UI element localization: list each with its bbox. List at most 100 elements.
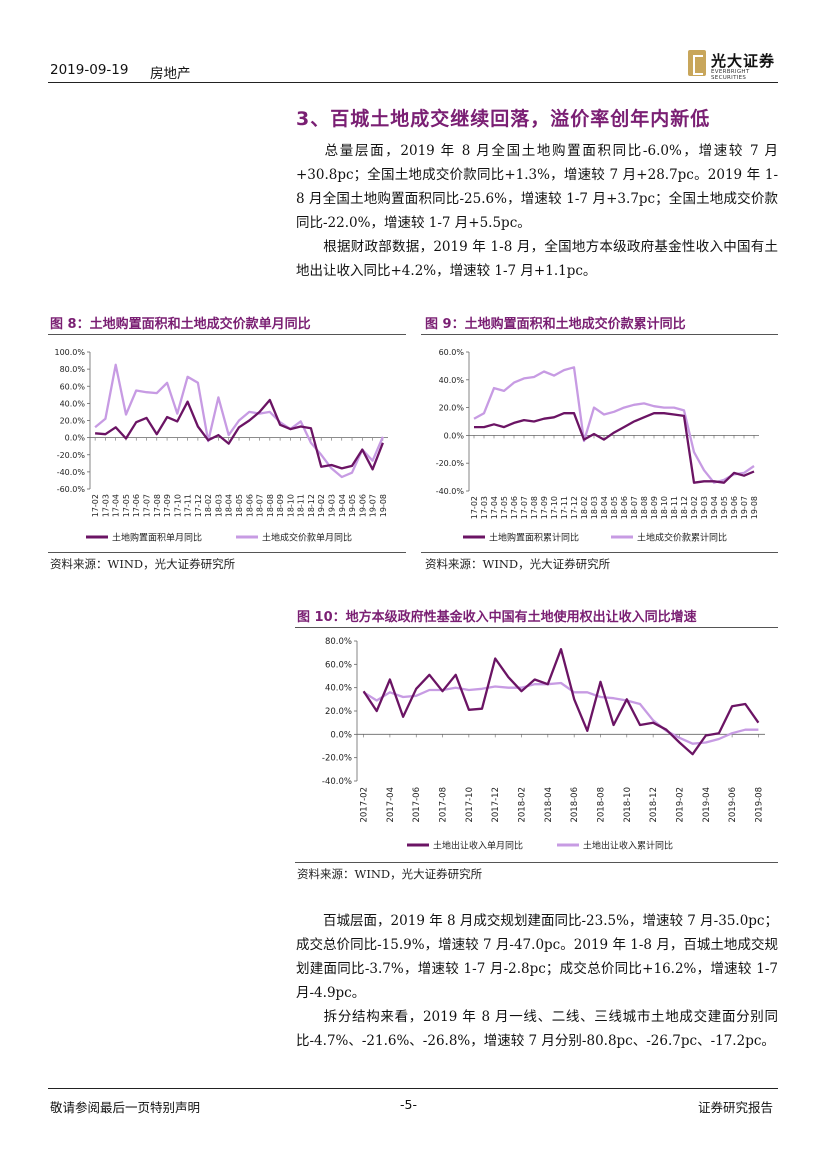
x-tick-label: 18-03 [590, 496, 599, 519]
y-tick-label: -60.0% [57, 485, 86, 494]
x-tick-label: 18-02 [204, 494, 213, 517]
x-tick-label: 17-06 [510, 496, 519, 519]
x-tick-label: 17-11 [184, 494, 193, 517]
x-tick-label: 18-07 [256, 494, 265, 517]
figure-8-source: 资料来源：WIND，光大证券研究所 [50, 557, 236, 571]
logo-chinese-name: 光大证券 [711, 52, 776, 70]
x-tick-label: 17-04 [112, 494, 121, 517]
figure-9-source: 资料来源：WIND，光大证券研究所 [425, 557, 611, 571]
y-tick-label: -40.0% [57, 468, 86, 477]
y-tick-label: -20.0% [322, 754, 352, 764]
paragraph-total-volume: 总量层面，2019 年 8 月全国土地购置面积同比-6.0%，增速较 7 月+3… [296, 143, 778, 231]
report-date: 2019-09-19 [50, 62, 129, 78]
x-tick-label: 17-04 [490, 496, 499, 519]
x-tick-label: 19-06 [730, 496, 739, 519]
x-tick-label: 17-10 [173, 494, 182, 517]
x-tick-label: 19-06 [358, 494, 367, 517]
x-tick-label: 17-02 [91, 494, 100, 517]
y-tick-label: 60.0% [325, 660, 352, 670]
x-tick-label: 18-02 [580, 496, 589, 519]
series-line-0 [362, 648, 760, 756]
x-tick-label: 2017-02 [360, 787, 370, 823]
x-tick-label: 17-12 [194, 494, 203, 517]
figure-10-chart: 80.0% 60.0% 40.0% 20.0% 0.0% -20.0% -40.0% 2017… [322, 637, 765, 852]
x-tick-label: 18-11 [670, 496, 679, 519]
x-tick-label: 2019-04 [702, 787, 712, 823]
x-tick-label: 2019-02 [675, 787, 685, 823]
figure-10-source: 资料来源：WIND，光大证券研究所 [297, 867, 483, 881]
series-line-1 [362, 681, 759, 745]
x-tick-label: 2019-08 [754, 787, 764, 823]
x-tick-label: 2017-06 [412, 787, 422, 823]
x-tick-label: 18-05 [610, 496, 619, 519]
x-tick-label: 18-09 [650, 496, 659, 519]
figure-9-chart: 60.0%40.0%20.0%0.0%-20.0%-40.0%17-02 17-0… [436, 348, 759, 544]
x-tick-label: 2018-02 [518, 787, 528, 823]
y-tick-label: 0.0% [444, 431, 465, 440]
y-tick-label: 0.0% [330, 730, 352, 740]
x-tick-label: 19-08 [379, 494, 388, 517]
x-tick-label: 19-02 [317, 494, 326, 517]
y-tick-label: 80.0% [60, 365, 86, 374]
x-tick-label: 2017-04 [386, 787, 396, 823]
legend-label-0: 土地出让收入单月同比 [433, 840, 523, 852]
x-tick-label: 17-06 [132, 494, 141, 517]
x-tick-label: 18-12 [680, 496, 689, 519]
legend-label-1: 土地成交价款单月同比 [262, 532, 352, 544]
x-tick-label: 2017-10 [465, 787, 475, 823]
y-tick-label: 60.0% [439, 348, 465, 357]
legend-label-0: 土地购置面积累计同比 [489, 532, 579, 544]
y-tick-label: -40.0% [436, 487, 465, 496]
figure-10-title: 图 10：地方本级政府性基金收入中国有土地使用权出让收入同比增速 [297, 610, 697, 625]
x-tick-label: 18-10 [286, 494, 295, 517]
y-tick-label: 20.0% [439, 404, 465, 413]
series-line-0 [474, 412, 755, 484]
series-line-1 [473, 366, 755, 484]
figure-10-bottom-rule [295, 862, 778, 863]
x-tick-label: 17-12 [570, 496, 579, 519]
figure-10-top-rule [295, 627, 778, 628]
y-tick-label: 80.0% [325, 637, 352, 647]
x-tick-label: 2019-06 [728, 787, 738, 823]
header-divider [48, 82, 778, 83]
x-tick-label: 18-12 [307, 494, 316, 517]
y-tick-label: 20.0% [60, 417, 86, 426]
x-tick-label: 19-03 [327, 494, 336, 517]
x-tick-label: 17-09 [163, 494, 172, 517]
x-tick-label: 18-03 [214, 494, 223, 517]
x-tick-label: 19-07 [369, 494, 378, 517]
figure-9-top-rule [421, 334, 778, 335]
x-tick-label: 2017-12 [491, 787, 501, 823]
x-tick-label: 18-10 [660, 496, 669, 519]
x-tick-label: 17-02 [470, 496, 479, 519]
logo-mark-icon [688, 50, 706, 76]
x-tick-label: 19-05 [720, 496, 729, 519]
y-tick-label: 40.0% [325, 684, 352, 694]
x-tick-label: 19-05 [348, 494, 357, 517]
x-tick-label: 17-07 [143, 494, 152, 517]
y-tick-label: 100.0% [54, 348, 85, 357]
paragraph-hundred-cities: 百城层面，2019 年 8 月成交规划建面同比-23.5%，增速较 7 月-35… [296, 913, 778, 1001]
section-title: 3、百城土地成交继续回落，溢价率创年内新低 [296, 108, 711, 130]
x-tick-label: 17-08 [530, 496, 539, 519]
series-line-0 [94, 398, 384, 471]
x-tick-label: 18-05 [235, 494, 244, 517]
footer-disclaimer: 敬请参阅最后一页特别声明 [50, 1100, 201, 1115]
x-tick-label: 18-06 [245, 494, 254, 517]
x-tick-label: 2018-10 [623, 787, 633, 823]
legend-label-1: 土地成交价款累计同比 [637, 532, 727, 544]
x-tick-label: 18-07 [630, 496, 639, 519]
paragraph-fiscal-data: 根据财政部数据，2019 年 1-8 月，全国地方本级政府基金性收入中国有土地出… [296, 239, 778, 279]
x-tick-label: 17-05 [500, 496, 509, 519]
y-tick-label: -20.0% [57, 451, 86, 460]
x-tick-label: 17-03 [101, 494, 110, 517]
figure-8-chart: 100.0% 80.0% 60.0% 40.0% 20.0% 0.0% -20.0% -40.… [54, 348, 388, 544]
y-tick-label: -40.0% [322, 777, 352, 787]
figure-8-bottom-rule [48, 552, 406, 553]
x-tick-label: 18-06 [620, 496, 629, 519]
x-tick-label: 17-07 [520, 496, 529, 519]
legend-label-1: 土地出让收入累计同比 [583, 840, 673, 852]
x-tick-label: 17-10 [550, 496, 559, 519]
footer-divider [48, 1088, 778, 1089]
x-tick-label: 2018-04 [544, 787, 554, 823]
